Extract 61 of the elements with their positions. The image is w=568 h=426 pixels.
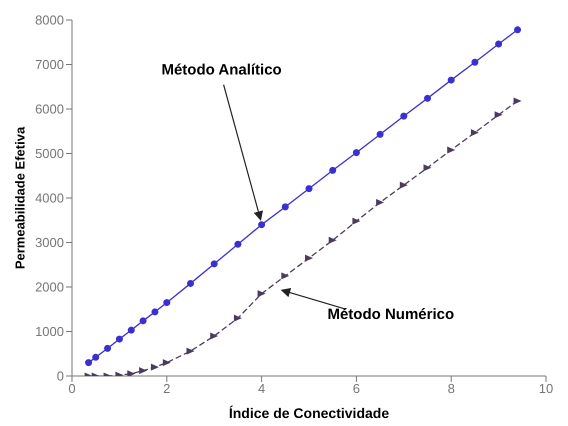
y-tick-label: 0: [56, 368, 64, 384]
point: [127, 370, 136, 376]
point: [139, 367, 148, 374]
y-axis-title: Permeabilidade Efetiva: [12, 126, 28, 270]
point: [400, 182, 408, 189]
point: [92, 354, 100, 361]
point: [104, 344, 112, 352]
point: [329, 166, 336, 174]
x-tick-label: 6: [352, 381, 360, 396]
x-tick-label: 8: [448, 381, 455, 396]
y-tick-label: 7000: [35, 57, 64, 72]
point: [281, 272, 290, 280]
y-tick-label: 6000: [35, 102, 64, 117]
point: [400, 112, 408, 120]
annotation: Método Analítico: [161, 62, 282, 79]
point: [352, 218, 360, 225]
y-tick-label: 5000: [35, 146, 64, 162]
point: [448, 76, 455, 84]
point: [424, 94, 431, 102]
point: [258, 290, 266, 298]
point: [128, 326, 135, 334]
point: [116, 336, 123, 343]
point: [163, 299, 170, 306]
point: [471, 58, 478, 66]
point: [352, 149, 360, 156]
x-tick-label: 4: [258, 381, 266, 396]
point: [210, 260, 218, 268]
y-tick-label: 2000: [35, 280, 64, 295]
point: [150, 364, 159, 371]
x-tick-label: 2: [163, 381, 170, 396]
point: [514, 97, 522, 104]
point: [376, 198, 384, 206]
point: [328, 236, 337, 244]
point: [210, 332, 218, 340]
point: [151, 308, 158, 316]
y-tick-label: 4000: [35, 190, 64, 206]
point: [85, 359, 92, 366]
point: [140, 317, 147, 324]
point: [494, 111, 503, 118]
point: [305, 254, 313, 262]
point: [186, 348, 194, 355]
point: [376, 130, 384, 138]
point: [282, 203, 289, 210]
x-tick-label: 0: [68, 381, 76, 396]
annotation: Método Numérico: [327, 306, 454, 324]
point: [514, 26, 522, 34]
point: [306, 185, 312, 192]
point: [234, 314, 242, 322]
point: [187, 280, 194, 287]
point: [447, 146, 456, 154]
x-axis-title: Índice de Conectividade: [228, 405, 390, 421]
y-tick-label: 3000: [35, 235, 64, 250]
y-tick-label: 1000: [35, 324, 64, 340]
x-tick-label: 10: [538, 381, 554, 396]
point: [234, 240, 242, 248]
y-tick-label: 8000: [35, 12, 64, 28]
point: [470, 129, 479, 136]
point: [424, 164, 432, 172]
point: [162, 359, 171, 366]
point: [258, 221, 266, 228]
point: [495, 40, 502, 48]
